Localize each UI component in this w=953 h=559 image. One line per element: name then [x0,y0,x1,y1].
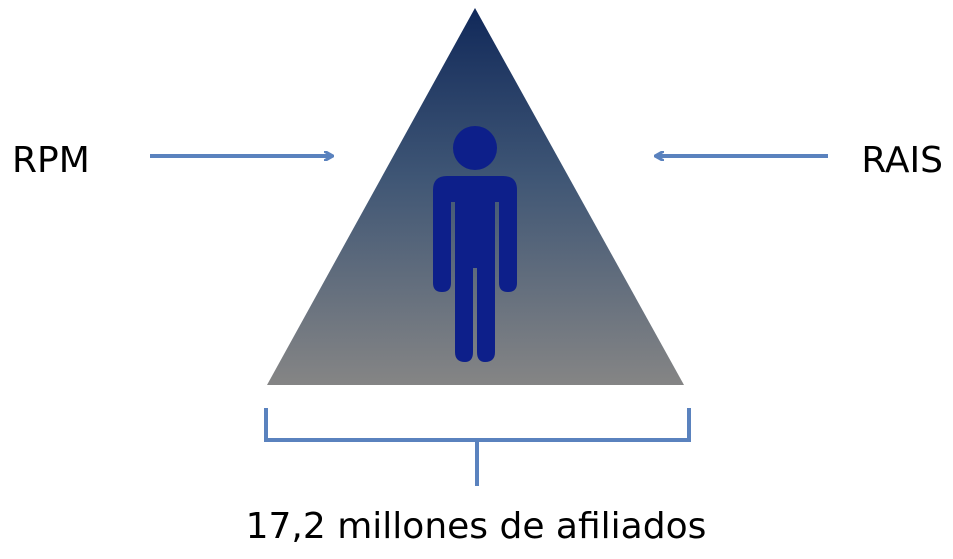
bottom-label: 17,2 millones de afiliados [246,506,707,547]
bracket [264,408,691,486]
person-icon [433,126,517,362]
right-label: RAIS [861,140,943,181]
left-label: RPM [12,140,90,181]
